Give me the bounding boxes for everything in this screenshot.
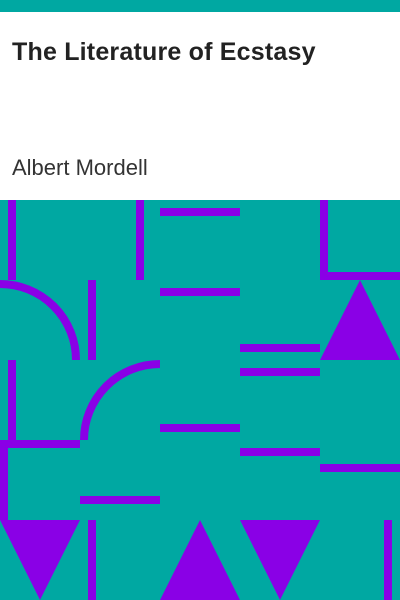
bar	[320, 200, 328, 272]
bar	[80, 496, 160, 504]
top-color-bar	[0, 0, 400, 12]
bar	[8, 200, 16, 280]
bar	[88, 280, 96, 360]
bar	[240, 448, 320, 456]
arc	[80, 360, 161, 441]
bar	[384, 520, 392, 600]
cover-art-pattern	[0, 200, 400, 600]
bar	[240, 368, 320, 376]
bar	[8, 360, 16, 440]
bar	[240, 344, 320, 352]
bar	[320, 464, 400, 472]
bar	[0, 440, 80, 448]
bar	[160, 208, 240, 216]
book-author: Albert Mordell	[12, 155, 148, 180]
triangle-up	[320, 280, 400, 360]
art-shapes	[0, 200, 400, 600]
book-title: The Literature of Ecstasy	[12, 38, 316, 66]
triangle-down	[0, 520, 80, 600]
triangle-down	[240, 520, 320, 600]
bar	[320, 272, 400, 280]
bar	[160, 288, 240, 296]
bar	[88, 520, 96, 600]
arc	[0, 280, 80, 361]
art-arcs	[0, 280, 161, 441]
bar	[160, 424, 240, 432]
cover-header: The Literature of Ecstasy Albert Mordell	[0, 12, 400, 200]
triangle-up	[160, 520, 240, 600]
bar	[0, 440, 8, 520]
bar	[136, 200, 144, 280]
